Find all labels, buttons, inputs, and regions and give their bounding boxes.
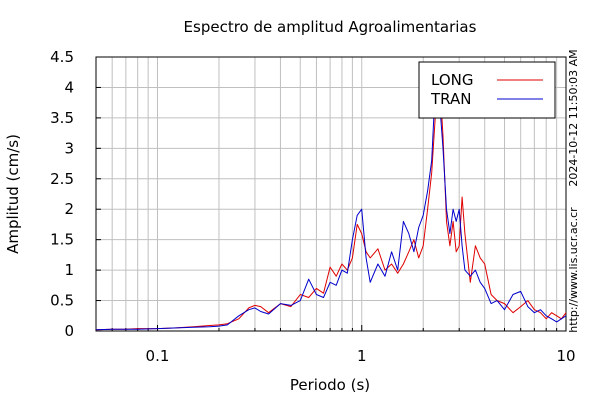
x-tick-label: 1 (357, 347, 367, 365)
y-tick-label: 1.5 (50, 231, 74, 249)
y-tick-label: 1 (64, 261, 74, 279)
y-tick-label: 2.5 (50, 170, 74, 188)
y-tick-label: 4.5 (50, 48, 74, 66)
y-tick-label: 3 (64, 139, 74, 157)
y-tick-label: 3.5 (50, 109, 74, 127)
y-tick-label: 2 (64, 200, 74, 218)
x-tick-label: 0.1 (146, 347, 170, 365)
legend-label-long: LONG (431, 71, 473, 89)
legend-label-tran: TRAN (430, 90, 471, 108)
series-line-long (95, 74, 567, 331)
tick-labels: 0 0.5 1 1.5 2 2.5 3 3.5 4 4.5 0.1 1 10 (50, 48, 575, 365)
y-tick-label: 0 (64, 322, 74, 340)
series-line-tran (95, 80, 567, 331)
series-layer (95, 74, 567, 331)
website-label: http://www.lis.ucr.ac.cr (567, 207, 580, 333)
chart-title: Espectro de amplitud Agroalimentarias (184, 18, 477, 36)
legend: LONG TRAN (418, 61, 556, 119)
timestamp-label: 2024-10-12 11:50:03 AM (567, 49, 580, 186)
y-tick-label: 0.5 (50, 292, 74, 310)
plot-frame (95, 56, 567, 332)
legend-box (418, 61, 556, 119)
x-tick-label: 10 (556, 347, 575, 365)
y-axis-label: Amplitud (cm/s) (4, 134, 22, 254)
x-axis-label: Periodo (s) (290, 376, 370, 394)
y-tick-label: 4 (64, 78, 74, 96)
